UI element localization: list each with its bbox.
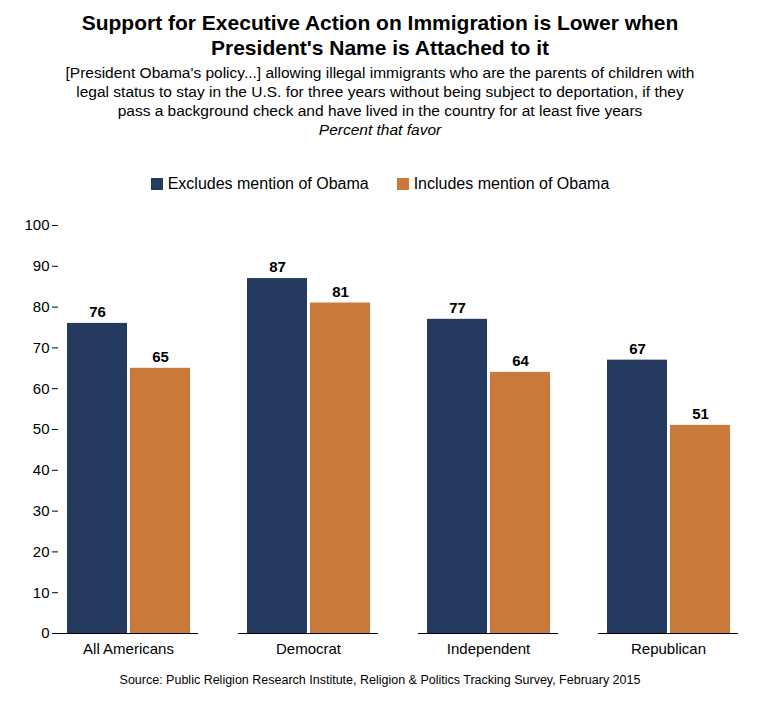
svg-text:87: 87 — [269, 258, 286, 275]
svg-text:65: 65 — [152, 348, 169, 365]
svg-text:30: 30 — [33, 502, 50, 519]
svg-text:Republican: Republican — [631, 640, 706, 657]
svg-text:67: 67 — [629, 340, 646, 357]
svg-text:Independent: Independent — [447, 640, 531, 657]
svg-text:64: 64 — [512, 352, 529, 369]
svg-text:77: 77 — [449, 299, 466, 316]
svg-text:20: 20 — [33, 543, 50, 560]
html-text:Percent that favor: Percent that favor — [318, 121, 442, 138]
svg-text:90: 90 — [33, 257, 50, 274]
svg-text:70: 70 — [33, 339, 50, 356]
svg-text:80: 80 — [33, 298, 50, 315]
svg-text:51: 51 — [692, 405, 709, 422]
svg-text:50: 50 — [33, 420, 50, 437]
svg-text:60: 60 — [33, 380, 50, 397]
svg-text:40: 40 — [33, 461, 50, 478]
html-text:Excludes mention of Obama: Excludes mention of Obama — [167, 175, 369, 192]
html-text:[President Obama's policy...]: [President Obama's policy...] allowing i… — [65, 64, 695, 119]
svg-text:81: 81 — [332, 283, 349, 300]
svg-text:76: 76 — [89, 303, 106, 320]
html-text:Support for Executive Action o: Support for Executive Action on Immigrat… — [81, 11, 679, 59]
svg-text:100: 100 — [24, 216, 49, 233]
svg-text:All Americans: All Americans — [83, 640, 174, 657]
svg-text:Democrat: Democrat — [276, 640, 342, 657]
svg-text:10: 10 — [33, 584, 50, 601]
svg-text:0: 0 — [41, 624, 49, 641]
html-text:Source: Public Religion Resear: Source: Public Religion Research Institu… — [119, 673, 641, 687]
html-text:Includes mention of Obama: Includes mention of Obama — [413, 175, 610, 192]
